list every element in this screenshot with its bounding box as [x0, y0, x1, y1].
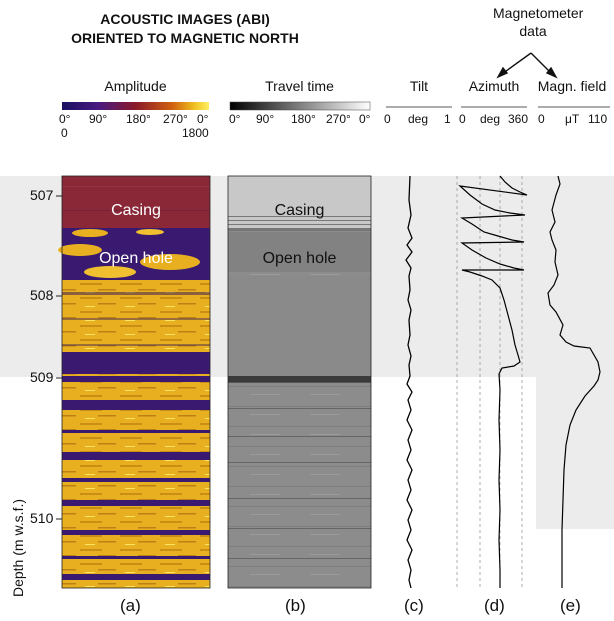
- travel-time-colorbar: [229, 101, 371, 111]
- magn-field-curve: [547, 175, 601, 588]
- amplitude-image: [58, 175, 211, 589]
- travel-time-tick: 0°: [359, 112, 371, 126]
- magnetometer-label-line1: Magnetometer: [493, 5, 584, 21]
- depth-ticks: [56, 195, 62, 520]
- amplitude-tick: 90°: [89, 112, 108, 126]
- amplitude-tick: 180°: [126, 112, 151, 126]
- travel-time-casing-label: Casing: [274, 202, 325, 219]
- amplitude-open-hole-label: Open hole: [99, 250, 173, 267]
- travel-time-image: [227, 175, 372, 589]
- travel-time-tick: 90°: [256, 112, 275, 126]
- amplitude-tick: 0°: [197, 112, 209, 126]
- depth-tick-label: 508: [30, 287, 54, 303]
- tilt-curve: [405, 175, 413, 589]
- magnetometer-label-line2: data: [519, 23, 547, 39]
- panel-letter-b: (b): [285, 596, 306, 615]
- panel-letter-e: (e): [560, 596, 581, 615]
- tilt-tick: deg: [408, 112, 429, 126]
- travel-time-label: Travel time: [265, 78, 334, 94]
- travel-time-open-hole-label: Open hole: [262, 250, 337, 267]
- amplitude-casing-label: Casing: [111, 202, 161, 219]
- magnetometer-arrows: [496, 52, 558, 79]
- amplitude-colorbar: [62, 102, 209, 110]
- azimuth-guides: [456, 176, 523, 588]
- depth-tick-label: 510: [30, 510, 54, 526]
- azimuth-tick: 360: [508, 112, 529, 126]
- amplitude-scale-max: 1800: [182, 126, 209, 140]
- magn-field-tick: 110: [588, 112, 608, 126]
- travel-time-tick: 0°: [229, 112, 241, 126]
- tilt-tick: 0: [384, 112, 391, 126]
- amplitude-scale-min: 0: [61, 126, 68, 140]
- figure-title-line1: ACOUSTIC IMAGES (ABI): [100, 11, 270, 27]
- figure-title-line2: ORIENTED TO MAGNETIC NORTH: [71, 30, 299, 46]
- magn-field-tick: μT: [565, 112, 580, 126]
- azimuth-tick: 0: [459, 112, 466, 126]
- panel-letter-c: (c): [404, 596, 424, 615]
- tilt-tick: 1: [444, 112, 451, 126]
- travel-time-tick: 180°: [291, 112, 316, 126]
- panel-letter-a: (a): [120, 596, 141, 615]
- panel-letter-d: (d): [484, 596, 505, 615]
- tilt-label: Tilt: [409, 78, 429, 94]
- amplitude-tick: 270°: [163, 112, 188, 126]
- travel-time-tick: 270°: [326, 112, 351, 126]
- amplitude-label: Amplitude: [104, 78, 167, 94]
- azimuth-label: Azimuth: [468, 78, 520, 94]
- depth-axis-label: Depth (m w.s.f.): [10, 498, 26, 598]
- magn-field-background: [536, 377, 614, 529]
- depth-tick-label: 509: [30, 369, 54, 385]
- magn-field-tick: 0: [538, 112, 545, 126]
- azimuth-tick: deg: [480, 112, 501, 126]
- depth-tick-label: 507: [30, 187, 54, 203]
- magn-field-label: Magn. field: [537, 78, 607, 94]
- azimuth-curve: [458, 175, 528, 588]
- amplitude-tick: 0°: [59, 112, 71, 126]
